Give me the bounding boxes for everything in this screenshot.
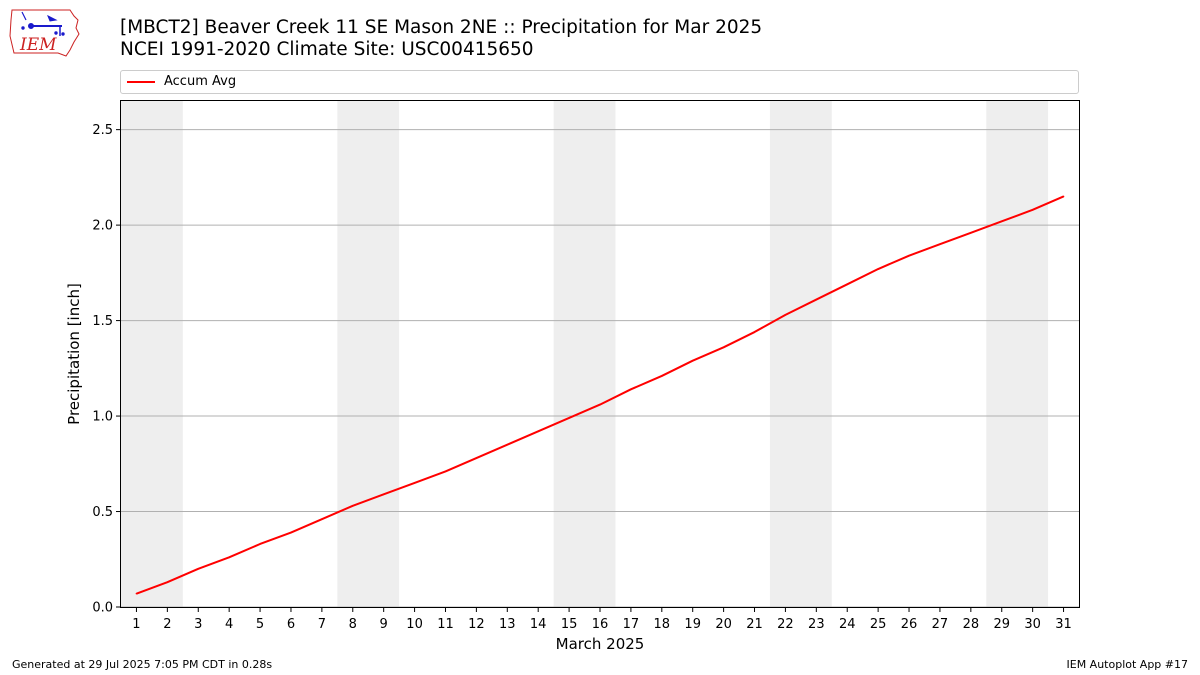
x-tick-label: 8 — [349, 617, 357, 632]
data-point — [939, 243, 941, 246]
x-tick-label: 31 — [1055, 617, 1072, 632]
weekend-band — [337, 101, 400, 607]
chart-title: [MBCT2] Beaver Creek 11 SE Mason 2NE :: … — [120, 17, 762, 61]
x-tick-label: 10 — [406, 617, 423, 632]
x-tick-label: 28 — [963, 617, 980, 632]
data-point — [722, 346, 725, 349]
data-point — [290, 531, 292, 534]
y-axis-label: Precipitation [inch] — [65, 283, 83, 425]
weather-station-icon — [21, 11, 65, 36]
data-point — [661, 375, 663, 377]
x-tick-label: 5 — [256, 617, 264, 632]
y-tick-label: 2.0 — [92, 219, 113, 234]
x-tick-label: 23 — [808, 617, 825, 632]
data-point — [753, 331, 756, 333]
y-tick-label: 0.5 — [92, 505, 113, 520]
data-point — [691, 359, 694, 362]
footer-generated-text: Generated at 29 Jul 2025 7:05 PM CDT in … — [12, 658, 273, 671]
data-point — [351, 505, 354, 507]
x-tick-label: 3 — [194, 617, 202, 632]
legend: Accum Avg — [120, 70, 1079, 94]
footer-app-text: IEM Autoplot App #17 — [1066, 658, 1189, 671]
legend-line-swatch — [127, 81, 155, 83]
x-tick-label: 17 — [623, 617, 640, 632]
x-tick-label: 29 — [993, 617, 1010, 632]
weekend-band — [121, 101, 183, 607]
data-point — [1031, 209, 1034, 211]
data-point — [413, 482, 416, 484]
data-point — [568, 417, 570, 419]
x-tick-label: 15 — [561, 617, 578, 632]
chart-title-line1: [MBCT2] Beaver Creek 11 SE Mason 2NE :: … — [120, 17, 763, 38]
data-point — [228, 556, 230, 559]
x-tick-label: 20 — [715, 617, 732, 632]
x-tick-label: 24 — [839, 617, 856, 632]
x-tick-label: 11 — [437, 617, 454, 632]
y-axis-ticks: 0.0 0.5 1.0 1.5 2.0 2.5 — [92, 123, 121, 616]
iem-logo: IEM — [9, 9, 80, 57]
x-tick-label: 19 — [684, 617, 701, 632]
data-point — [537, 430, 539, 433]
data-point — [135, 592, 138, 595]
x-tick-label: 26 — [901, 617, 918, 632]
x-tick-label: 25 — [870, 617, 887, 632]
y-tick-label: 1.0 — [92, 410, 113, 425]
x-tick-label: 14 — [530, 617, 547, 632]
data-point — [1062, 195, 1065, 198]
x-tick-label: 22 — [777, 617, 794, 632]
weekend-band — [986, 101, 1049, 607]
x-tick-label: 1 — [132, 617, 140, 632]
data-point — [970, 231, 972, 234]
data-point — [815, 298, 818, 301]
weekend-band — [553, 101, 616, 607]
x-tick-label: 6 — [287, 617, 295, 632]
x-tick-label: 4 — [225, 617, 233, 632]
data-point — [599, 403, 601, 406]
x-axis-ticks: 1 2 3 4 5 6 7 8 9 10 11 12 13 14 15 16 17 18 19 20 21 22 23 24 2… — [132, 607, 1072, 632]
x-axis-label: March 2025 — [556, 635, 645, 653]
y-tick-label: 1.5 — [92, 314, 113, 329]
chart-title-line2: NCEI 1991-2020 Climate Site: USC00415650 — [120, 39, 534, 60]
y-tick-label: 0.0 — [92, 601, 113, 616]
legend-label: Accum Avg — [164, 74, 237, 89]
x-tick-label: 16 — [592, 617, 609, 632]
x-tick-label: 18 — [654, 617, 671, 632]
x-tick-label: 2 — [163, 617, 171, 632]
x-tick-label: 27 — [932, 617, 949, 632]
data-point — [321, 518, 323, 520]
data-point — [259, 543, 261, 545]
data-point — [506, 443, 509, 446]
weekend-bands — [121, 101, 1049, 607]
series-lines — [135, 195, 1065, 595]
logo-text: IEM — [19, 35, 57, 55]
data-point — [908, 254, 910, 257]
data-point — [382, 493, 385, 496]
data-point — [197, 568, 200, 570]
weekend-band — [769, 101, 832, 607]
x-tick-label: 30 — [1024, 617, 1041, 632]
y-tick-label: 2.5 — [92, 123, 113, 138]
x-tick-label: 13 — [499, 617, 516, 632]
data-point — [166, 581, 169, 583]
x-tick-label: 9 — [380, 617, 388, 632]
data-point — [444, 470, 447, 473]
x-tick-label: 21 — [746, 617, 763, 632]
data-point — [630, 388, 632, 391]
x-tick-label: 12 — [468, 617, 485, 632]
data-point — [846, 283, 849, 286]
data-point — [475, 457, 478, 459]
data-point — [784, 314, 787, 316]
data-point — [1000, 220, 1003, 223]
x-tick-label: 7 — [318, 617, 326, 632]
data-point — [877, 268, 879, 270]
iowa-outline-icon — [9, 9, 80, 57]
